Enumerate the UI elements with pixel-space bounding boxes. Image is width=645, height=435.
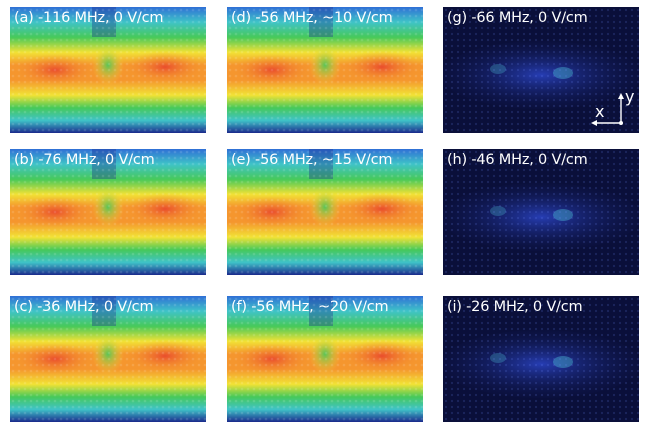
panel-label: (d) -56 MHz, ~10 V/cm bbox=[231, 10, 393, 26]
image-panel-i: (i) -26 MHz, 0 V/cm bbox=[443, 296, 639, 422]
image-panel-c: (c) -36 MHz, 0 V/cm bbox=[10, 296, 206, 422]
image-panel-h: (h) -46 MHz, 0 V/cm bbox=[443, 149, 639, 275]
axis-arrows-icon bbox=[591, 93, 624, 126]
panel-label: (h) -46 MHz, 0 V/cm bbox=[447, 152, 588, 168]
panel-label: (i) -26 MHz, 0 V/cm bbox=[447, 299, 583, 315]
axis-indicator: x y bbox=[581, 87, 635, 129]
image-panel-a: (a) -116 MHz, 0 V/cm bbox=[10, 7, 206, 133]
panel-label: (f) -56 MHz, ~20 V/cm bbox=[231, 299, 389, 315]
axis-x-label: x bbox=[595, 102, 605, 121]
axis-y-label: y bbox=[625, 87, 635, 106]
panel-label: (c) -36 MHz, 0 V/cm bbox=[14, 299, 154, 315]
image-panel-b: (b) -76 MHz, 0 V/cm bbox=[10, 149, 206, 275]
panel-label: (a) -116 MHz, 0 V/cm bbox=[14, 10, 164, 26]
panel-label: (e) -56 MHz, ~15 V/cm bbox=[231, 152, 393, 168]
image-panel-e: (e) -56 MHz, ~15 V/cm bbox=[227, 149, 423, 275]
panel-label: (b) -76 MHz, 0 V/cm bbox=[14, 152, 155, 168]
image-panel-g: (g) -66 MHz, 0 V/cm x y bbox=[443, 7, 639, 133]
image-panel-f: (f) -56 MHz, ~20 V/cm bbox=[227, 296, 423, 422]
panel-label: (g) -66 MHz, 0 V/cm bbox=[447, 10, 588, 26]
image-panel-d: (d) -56 MHz, ~10 V/cm bbox=[227, 7, 423, 133]
